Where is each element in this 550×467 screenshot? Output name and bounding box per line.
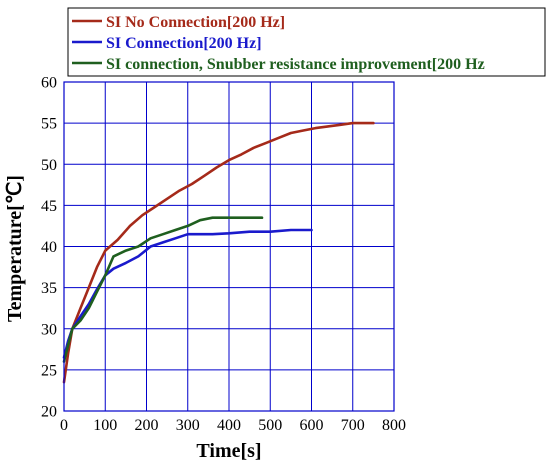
x-tick-label: 400 — [217, 417, 241, 434]
plot-area-frame — [63, 81, 395, 412]
x-tick-label: 500 — [258, 417, 282, 434]
x-axis-title: Time[s] — [196, 440, 261, 462]
legend: SI No Connection[200 Hz] SI Connection[20… — [67, 7, 546, 77]
x-tick-label: 200 — [135, 417, 159, 434]
series-line-2 — [62, 228, 313, 359]
legend-label-3: SI connection, Snubber resistance improv… — [106, 56, 485, 73]
x-axis-ticks: 0 100 200 300 400 500 600 700 800 — [60, 417, 406, 434]
series-line-1 — [62, 121, 375, 384]
x-tick-label: 800 — [382, 417, 406, 434]
y-tick-label: 55 — [41, 116, 57, 133]
grid-lines — [64, 82, 394, 411]
legend-box — [67, 7, 546, 77]
y-tick-label: 25 — [41, 362, 57, 379]
series-lines — [62, 121, 375, 384]
x-tick-label: 300 — [176, 417, 200, 434]
y-tick-label: 20 — [41, 404, 57, 421]
series-line-3 — [62, 216, 264, 363]
y-tick-label: 60 — [41, 75, 57, 92]
y-tick-label: 45 — [41, 198, 57, 215]
legend-label-2: SI Connection[200 Hz] — [106, 35, 262, 52]
x-tick-label: 0 — [60, 417, 68, 434]
legend-label-1: SI No Connection[200 Hz] — [106, 14, 285, 31]
y-axis-ticks: 20 25 30 35 40 45 50 55 60 — [41, 75, 57, 421]
y-tick-label: 30 — [41, 321, 57, 338]
y-tick-label: 35 — [41, 280, 57, 297]
y-tick-label: 40 — [41, 239, 57, 256]
x-tick-label: 600 — [300, 417, 324, 434]
y-tick-label: 50 — [41, 157, 57, 174]
x-tick-label: 100 — [93, 417, 117, 434]
y-axis-title: Temperature[℃] — [4, 175, 26, 322]
x-tick-label: 700 — [341, 417, 365, 434]
